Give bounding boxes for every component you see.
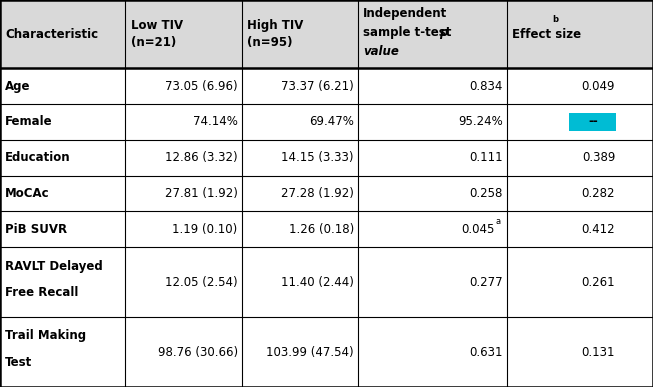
- Text: value: value: [363, 45, 399, 58]
- Text: 11.40 (2.44): 11.40 (2.44): [281, 276, 354, 289]
- Text: 27.28 (1.92): 27.28 (1.92): [281, 187, 354, 200]
- Bar: [0, 104, 653, 140]
- Text: Education: Education: [5, 151, 71, 164]
- Text: 0.834: 0.834: [470, 80, 503, 92]
- Bar: [569, 113, 616, 131]
- Text: 12.05 (2.54): 12.05 (2.54): [165, 276, 238, 289]
- Bar: [0, 317, 653, 387]
- Text: RAVLT Delayed: RAVLT Delayed: [5, 260, 103, 272]
- Bar: [0, 68, 653, 104]
- Text: a: a: [496, 217, 501, 226]
- Text: 0.261: 0.261: [582, 276, 615, 289]
- Text: 12.86 (3.32): 12.86 (3.32): [165, 151, 238, 164]
- Text: 73.37 (6.21): 73.37 (6.21): [281, 80, 354, 92]
- Text: Age: Age: [5, 80, 31, 92]
- Bar: [0, 247, 653, 317]
- Text: 0.258: 0.258: [470, 187, 503, 200]
- Text: 27.81 (1.92): 27.81 (1.92): [165, 187, 238, 200]
- Text: MoCAc: MoCAc: [5, 187, 50, 200]
- Text: 103.99 (47.54): 103.99 (47.54): [266, 346, 354, 358]
- Text: Independent: Independent: [363, 7, 447, 20]
- Text: Effect size: Effect size: [512, 27, 581, 41]
- Text: 0.412: 0.412: [582, 223, 615, 236]
- Bar: [0, 176, 653, 211]
- Text: 0.389: 0.389: [582, 151, 615, 164]
- Text: 0.111: 0.111: [470, 151, 503, 164]
- Bar: [0, 140, 653, 176]
- Text: Free Recall: Free Recall: [5, 286, 78, 299]
- Text: 95.24%: 95.24%: [458, 115, 503, 128]
- Text: b: b: [552, 15, 558, 24]
- Bar: [0, 0, 653, 68]
- Text: 0.277: 0.277: [470, 276, 503, 289]
- Text: sample t-test: sample t-test: [363, 26, 456, 39]
- Text: Characteristic: Characteristic: [5, 27, 99, 41]
- Text: Low TIV
(n=21): Low TIV (n=21): [131, 19, 183, 49]
- Text: 0.131: 0.131: [582, 346, 615, 358]
- Text: 14.15 (3.33): 14.15 (3.33): [281, 151, 354, 164]
- Text: p: p: [439, 26, 447, 39]
- Text: 1.19 (0.10): 1.19 (0.10): [172, 223, 238, 236]
- Text: 74.14%: 74.14%: [193, 115, 238, 128]
- Text: 69.47%: 69.47%: [309, 115, 354, 128]
- Text: 1.26 (0.18): 1.26 (0.18): [289, 223, 354, 236]
- Text: 98.76 (30.66): 98.76 (30.66): [157, 346, 238, 358]
- Text: High TIV
(n=95): High TIV (n=95): [247, 19, 303, 49]
- Text: Trail Making: Trail Making: [5, 329, 86, 342]
- Text: PiB SUVR: PiB SUVR: [5, 223, 67, 236]
- Text: 0.045: 0.045: [462, 223, 495, 236]
- Text: 73.05 (6.96): 73.05 (6.96): [165, 80, 238, 92]
- Text: Female: Female: [5, 115, 53, 128]
- Text: 0.049: 0.049: [582, 80, 615, 92]
- Text: --: --: [588, 115, 597, 128]
- Text: Test: Test: [5, 356, 33, 369]
- Text: 0.631: 0.631: [470, 346, 503, 358]
- Text: 0.282: 0.282: [582, 187, 615, 200]
- Bar: [0, 211, 653, 247]
